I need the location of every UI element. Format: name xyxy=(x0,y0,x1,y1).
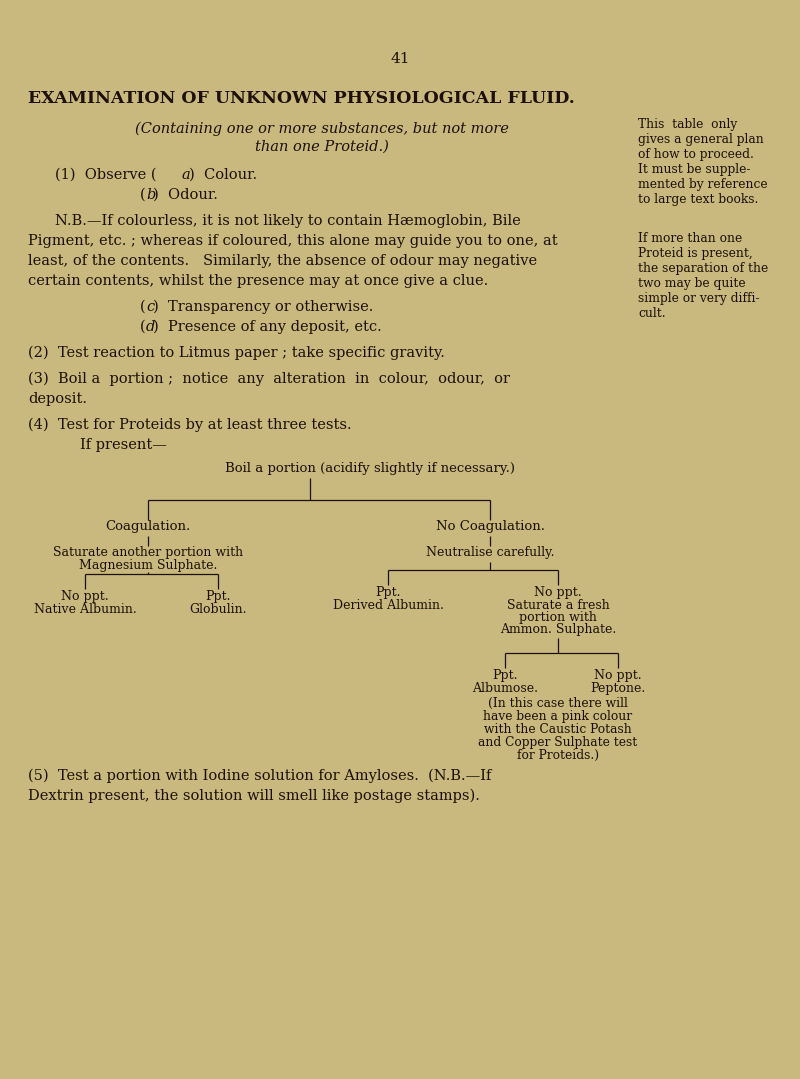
Text: Dextrin present, the solution will smell like postage stamps).: Dextrin present, the solution will smell… xyxy=(28,789,480,804)
Text: (2)  Test reaction to Litmus paper ; take specific gravity.: (2) Test reaction to Litmus paper ; take… xyxy=(28,346,445,360)
Text: No ppt.: No ppt. xyxy=(594,669,642,682)
Text: certain contents, whilst the presence may at once give a clue.: certain contents, whilst the presence ma… xyxy=(28,274,488,288)
Text: )  Colour.: ) Colour. xyxy=(189,168,257,182)
Text: for Proteids.): for Proteids.) xyxy=(517,749,599,762)
Text: Peptone.: Peptone. xyxy=(590,682,646,695)
Text: N.B.—If colourless, it is not likely to contain Hæmoglobin, Bile: N.B.—If colourless, it is not likely to … xyxy=(55,214,521,228)
Text: (4)  Test for Proteids by at least three tests.: (4) Test for Proteids by at least three … xyxy=(28,418,352,433)
Text: Boil a portion (acidify slightly if necessary.): Boil a portion (acidify slightly if nece… xyxy=(225,462,515,475)
Text: d: d xyxy=(146,320,155,334)
Text: (1)  Observe (: (1) Observe ( xyxy=(55,168,157,182)
Text: (: ( xyxy=(140,188,146,202)
Text: If more than one
Proteid is present,
the separation of the
two may be quite
simp: If more than one Proteid is present, the… xyxy=(638,232,768,320)
Text: Neutralise carefully.: Neutralise carefully. xyxy=(426,546,554,559)
Text: )  Transparency or otherwise.: ) Transparency or otherwise. xyxy=(153,300,374,314)
Text: and Copper Sulphate test: and Copper Sulphate test xyxy=(478,736,638,749)
Text: If present—: If present— xyxy=(80,438,167,452)
Text: with the Caustic Potash: with the Caustic Potash xyxy=(484,723,632,736)
Text: have been a pink colour: have been a pink colour xyxy=(483,710,633,723)
Text: (3)  Boil a  portion ;  notice  any  alteration  in  colour,  odour,  or: (3) Boil a portion ; notice any alterati… xyxy=(28,372,510,386)
Text: (In this case there will: (In this case there will xyxy=(488,697,628,710)
Text: Saturate another portion with: Saturate another portion with xyxy=(53,546,243,559)
Text: Ppt.: Ppt. xyxy=(375,586,401,599)
Text: c: c xyxy=(146,300,154,314)
Text: Ppt.: Ppt. xyxy=(492,669,518,682)
Text: Globulin.: Globulin. xyxy=(190,603,246,616)
Text: Magnesium Sulphate.: Magnesium Sulphate. xyxy=(79,559,217,572)
Text: Pigment, etc. ; whereas if coloured, this alone may guide you to one, at: Pigment, etc. ; whereas if coloured, thi… xyxy=(28,234,558,248)
Text: deposit.: deposit. xyxy=(28,392,87,406)
Text: (: ( xyxy=(140,300,146,314)
Text: least, of the contents.   Similarly, the absence of odour may negative: least, of the contents. Similarly, the a… xyxy=(28,254,537,268)
Text: b: b xyxy=(146,188,155,202)
Text: a: a xyxy=(182,168,190,182)
Text: Saturate a fresh: Saturate a fresh xyxy=(506,599,610,612)
Text: Ppt.: Ppt. xyxy=(206,590,230,603)
Text: than one Proteid.): than one Proteid.) xyxy=(255,140,389,154)
Text: No ppt.: No ppt. xyxy=(534,586,582,599)
Text: Albumose.: Albumose. xyxy=(472,682,538,695)
Text: )  Odour.: ) Odour. xyxy=(153,188,218,202)
Text: Derived Albumin.: Derived Albumin. xyxy=(333,599,443,612)
Text: EXAMINATION OF UNKNOWN PHYSIOLOGICAL FLUID.: EXAMINATION OF UNKNOWN PHYSIOLOGICAL FLU… xyxy=(28,90,574,107)
Text: (5)  Test a portion with Iodine solution for Amyloses.  (N.B.—If: (5) Test a portion with Iodine solution … xyxy=(28,769,491,783)
Text: (: ( xyxy=(140,320,146,334)
Text: (Containing one or more substances, but not more: (Containing one or more substances, but … xyxy=(135,122,509,136)
Text: 41: 41 xyxy=(390,52,410,66)
Text: This  table  only
gives a general plan
of how to proceed.
It must be supple-
men: This table only gives a general plan of … xyxy=(638,118,768,206)
Text: No Coagulation.: No Coagulation. xyxy=(435,520,545,533)
Text: Native Albumin.: Native Albumin. xyxy=(34,603,136,616)
Text: Ammon. Sulphate.: Ammon. Sulphate. xyxy=(500,623,616,636)
Text: Coagulation.: Coagulation. xyxy=(106,520,190,533)
Text: No ppt.: No ppt. xyxy=(61,590,109,603)
Text: )  Presence of any deposit, etc.: ) Presence of any deposit, etc. xyxy=(153,320,382,334)
Text: portion with: portion with xyxy=(519,611,597,624)
